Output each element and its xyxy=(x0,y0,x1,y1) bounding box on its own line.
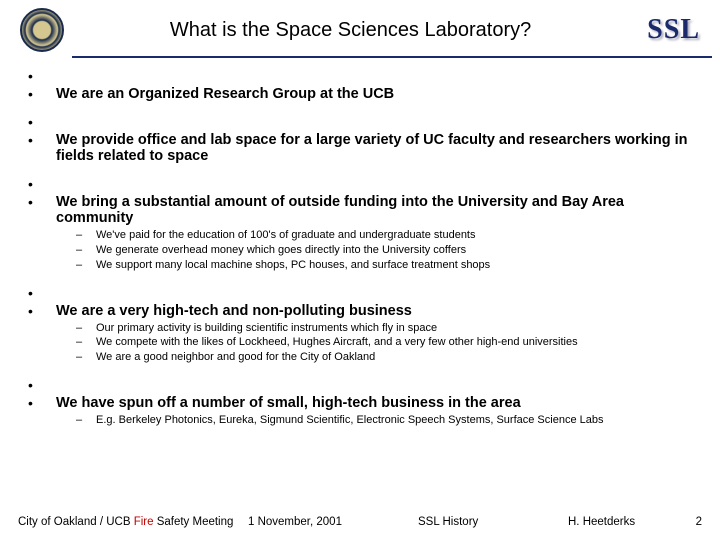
bullet-text: We provide office and lab space for a la… xyxy=(56,132,692,164)
footer-page: 2 xyxy=(682,516,702,528)
sub-bullet-marker: – xyxy=(76,335,96,350)
sub-bullet-item: –We support many local machine shops, PC… xyxy=(76,258,692,273)
sub-bullet-text: We support many local machine shops, PC … xyxy=(96,258,490,273)
footer-fire: Fire xyxy=(134,516,154,528)
sub-list: –Our primary activity is building scient… xyxy=(76,321,692,366)
bullet-text: We are a very high-tech and non-pollutin… xyxy=(56,303,412,319)
bullet-marker: • xyxy=(28,132,56,164)
sub-bullet-text: We generate overhead money which goes di… xyxy=(96,243,466,258)
bullet-text: We bring a substantial amount of outside… xyxy=(56,194,692,226)
bullet-text: We have spun off a number of small, high… xyxy=(56,395,521,411)
bullet-item: •We are a very high-tech and non-polluti… xyxy=(28,285,692,366)
bullet-marker: • xyxy=(28,303,56,319)
sub-bullet-item: –We are a good neighbor and good for the… xyxy=(76,350,692,365)
footer-safety: Safety Meeting xyxy=(154,516,234,528)
ucb-seal-icon xyxy=(20,8,64,52)
bullet-item: •We bring a substantial amount of outsid… xyxy=(28,176,692,273)
bullet-item: •We provide office and lab space for a l… xyxy=(28,114,692,164)
bullet-marker: • xyxy=(28,395,56,411)
sub-bullet-marker: – xyxy=(76,413,96,428)
sub-bullet-item: –We generate overhead money which goes d… xyxy=(76,243,692,258)
sub-bullet-marker: – xyxy=(76,258,96,273)
slide-footer: City of Oakland / UCB Fire Safety Meetin… xyxy=(0,516,720,528)
slide-content: •We are an Organized Research Group at t… xyxy=(0,58,720,428)
footer-city: City of Oakland / UCB xyxy=(18,516,134,528)
sub-bullet-text: We are a good neighbor and good for the … xyxy=(96,350,375,365)
ssl-logo: SSL xyxy=(647,14,700,46)
bullet-item: •We are an Organized Research Group at t… xyxy=(28,68,692,102)
footer-section: SSL History xyxy=(418,516,568,528)
sub-bullet-text: We've paid for the education of 100's of… xyxy=(96,228,476,243)
bullet-item: •We have spun off a number of small, hig… xyxy=(28,377,692,428)
sub-bullet-item: –We compete with the likes of Lockheed, … xyxy=(76,335,692,350)
footer-date: 1 November, 2001 xyxy=(248,516,418,528)
footer-author: H. Heetderks xyxy=(568,516,682,528)
sub-bullet-text: Our primary activity is building scienti… xyxy=(96,321,437,336)
sub-bullet-marker: – xyxy=(76,228,96,243)
sub-bullet-marker: – xyxy=(76,321,96,336)
sub-bullet-text: E.g. Berkeley Photonics, Eureka, Sigmund… xyxy=(96,413,603,428)
slide-title: What is the Space Sciences Laboratory? xyxy=(64,19,647,42)
bullet-marker: • xyxy=(28,86,56,102)
sub-list: –E.g. Berkeley Photonics, Eureka, Sigmun… xyxy=(76,413,692,428)
sub-list: –We've paid for the education of 100's o… xyxy=(76,228,692,273)
bullet-text: We are an Organized Research Group at th… xyxy=(56,86,394,102)
sub-bullet-item: –We've paid for the education of 100's o… xyxy=(76,228,692,243)
sub-bullet-marker: – xyxy=(76,243,96,258)
sub-bullet-marker: – xyxy=(76,350,96,365)
bullet-marker: • xyxy=(28,194,56,226)
sub-bullet-item: –E.g. Berkeley Photonics, Eureka, Sigmun… xyxy=(76,413,692,428)
sub-bullet-text: We compete with the likes of Lockheed, H… xyxy=(96,335,578,350)
sub-bullet-item: –Our primary activity is building scient… xyxy=(76,321,692,336)
footer-meeting: City of Oakland / UCB Fire Safety Meetin… xyxy=(18,516,248,528)
